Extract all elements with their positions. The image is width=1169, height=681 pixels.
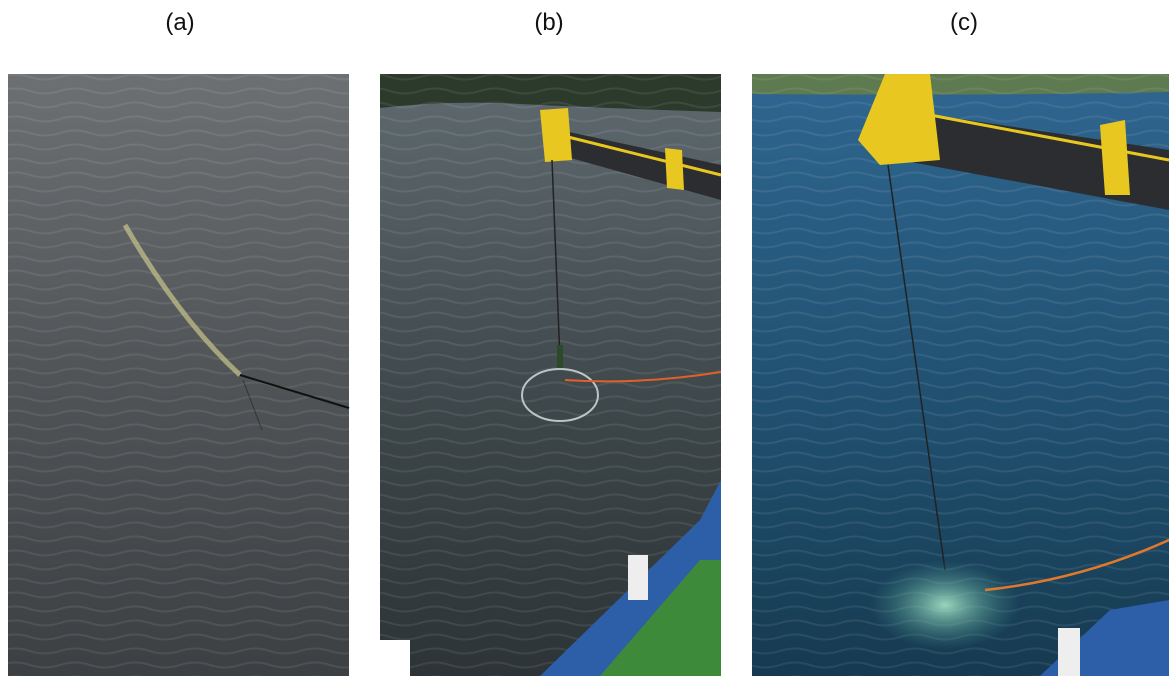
panel-label: (c) [950,9,978,36]
photo-a [8,74,350,676]
panel-label: (b) [534,9,563,36]
photo-c [752,74,1169,676]
photo-b [380,74,722,676]
panel-label: (a) [165,9,194,36]
